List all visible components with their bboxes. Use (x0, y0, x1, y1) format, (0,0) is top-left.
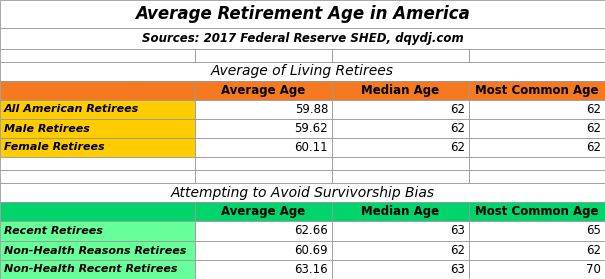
Text: Non-Health Recent Retirees: Non-Health Recent Retirees (4, 264, 177, 275)
Bar (469, 119, 605, 138)
Text: 60.11: 60.11 (295, 141, 328, 154)
Text: 70: 70 (586, 263, 601, 276)
Bar (469, 49, 605, 62)
Bar (195, 202, 332, 221)
Text: Average Retirement Age in America: Average Retirement Age in America (135, 5, 470, 23)
Text: Average of Living Retirees: Average of Living Retirees (211, 64, 394, 78)
Bar (469, 170, 605, 183)
Bar (332, 119, 469, 138)
Bar (469, 260, 605, 279)
Text: Female Retirees: Female Retirees (4, 143, 105, 153)
Text: 65: 65 (586, 225, 601, 237)
Text: Attempting to Avoid Survivorship Bias: Attempting to Avoid Survivorship Bias (171, 186, 434, 199)
Bar (0, 241, 195, 260)
Bar (0, 183, 605, 202)
Text: 60.69: 60.69 (295, 244, 328, 257)
Bar (195, 221, 332, 241)
Bar (332, 100, 469, 119)
Bar (332, 49, 469, 62)
Bar (0, 100, 195, 119)
Bar (195, 100, 332, 119)
Bar (0, 202, 195, 221)
Bar (0, 49, 195, 62)
Text: Non-Health Reasons Retirees: Non-Health Reasons Retirees (4, 246, 186, 256)
Bar (332, 241, 469, 260)
Bar (332, 170, 469, 183)
Bar (469, 100, 605, 119)
Text: 62: 62 (450, 103, 465, 116)
Bar (469, 241, 605, 260)
Text: Average Age: Average Age (221, 205, 306, 218)
Bar (195, 81, 332, 100)
Text: 62: 62 (586, 122, 601, 135)
Text: 63: 63 (450, 225, 465, 237)
Bar (469, 138, 605, 157)
Text: 59.62: 59.62 (295, 122, 328, 135)
Text: 59.88: 59.88 (295, 103, 328, 116)
Bar (0, 81, 195, 100)
Text: Recent Retirees: Recent Retirees (4, 226, 103, 236)
Text: 62: 62 (450, 122, 465, 135)
Bar (469, 202, 605, 221)
Text: 62: 62 (450, 141, 465, 154)
Bar (0, 260, 195, 279)
Bar (332, 157, 469, 170)
Bar (469, 81, 605, 100)
Bar (469, 221, 605, 241)
Bar (0, 62, 605, 81)
Text: 62: 62 (450, 244, 465, 257)
Bar (332, 221, 469, 241)
Bar (195, 170, 332, 183)
Text: Male Retirees: Male Retirees (4, 124, 90, 133)
Text: Sources: 2017 Federal Reserve SHED, dqydj.com: Sources: 2017 Federal Reserve SHED, dqyd… (142, 32, 463, 45)
Bar (0, 119, 195, 138)
Bar (0, 157, 195, 170)
Text: Most Common Age: Most Common Age (476, 205, 599, 218)
Text: 62: 62 (586, 141, 601, 154)
Text: Most Common Age: Most Common Age (476, 84, 599, 97)
Text: 63.16: 63.16 (295, 263, 328, 276)
Text: 62: 62 (586, 103, 601, 116)
Bar (332, 202, 469, 221)
Text: Average Age: Average Age (221, 84, 306, 97)
Bar (195, 138, 332, 157)
Bar (332, 138, 469, 157)
Bar (195, 260, 332, 279)
Bar (0, 221, 195, 241)
Text: All American Retirees: All American Retirees (4, 105, 139, 114)
Text: 63: 63 (450, 263, 465, 276)
Text: Median Age: Median Age (361, 84, 440, 97)
Text: 62.66: 62.66 (294, 225, 328, 237)
Bar (0, 170, 195, 183)
Bar (0, 28, 605, 49)
Bar (332, 260, 469, 279)
Bar (0, 138, 195, 157)
Text: 62: 62 (586, 244, 601, 257)
Bar (195, 119, 332, 138)
Text: Median Age: Median Age (361, 205, 440, 218)
Bar (469, 157, 605, 170)
Bar (195, 157, 332, 170)
Bar (195, 49, 332, 62)
Bar (195, 241, 332, 260)
Bar (0, 0, 605, 28)
Bar (332, 81, 469, 100)
